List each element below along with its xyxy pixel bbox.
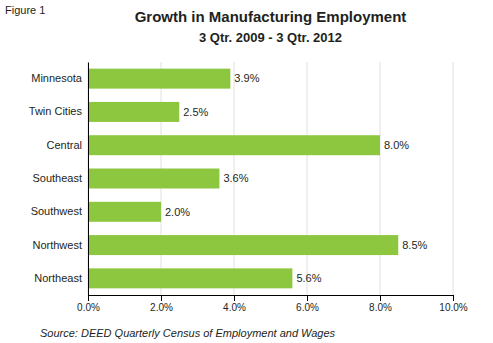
x-axis: 0.0% 2.0% 4.0% 6.0% 8.0% 10.0% <box>77 295 468 313</box>
y-tick-label: Southeast <box>32 172 82 184</box>
bar <box>88 202 161 222</box>
x-tick: 8.0% <box>369 295 392 313</box>
y-tick: Northwest <box>32 239 82 251</box>
y-tick: Southwest <box>31 205 82 217</box>
grid-line <box>88 62 89 295</box>
y-tick: Minnesota <box>31 72 83 84</box>
bar <box>88 235 398 255</box>
y-tick-label: Central <box>47 139 82 151</box>
y-tick-label: Northwest <box>32 239 82 251</box>
x-axis-line <box>89 296 454 302</box>
data-label: 5.6% <box>296 272 321 284</box>
bar <box>88 268 292 288</box>
bars <box>88 69 398 289</box>
data-label: 8.0% <box>384 139 409 151</box>
annotation: Source: DEED Quarterly Census of Employm… <box>40 327 336 339</box>
x-tick: 2.0% <box>150 295 173 313</box>
y-tick: Northeast <box>34 272 82 284</box>
x-tick-mark <box>234 295 235 301</box>
y-axis: Minnesota Twin Cities Central Southeast Sout… <box>29 63 89 296</box>
data-label: 2.5% <box>183 106 208 118</box>
x-tick-label: 2.0% <box>150 302 173 313</box>
x-tick-mark <box>161 295 162 301</box>
data-label: 2.0% <box>165 206 190 218</box>
x-tick: 6.0% <box>296 295 319 313</box>
x-tick-label: 8.0% <box>369 302 392 313</box>
y-axis-line <box>88 63 89 296</box>
y-tick: Twin Cities <box>29 105 83 117</box>
x-tick-label: 10.0% <box>439 302 467 313</box>
subtitle: 3 Qtr. 2009 - 3 Qtr. 2012 <box>199 30 342 45</box>
y-tick-label: Twin Cities <box>29 105 83 117</box>
data-label: 3.9% <box>234 72 259 84</box>
x-tick: 0.0% <box>77 295 100 313</box>
y-tick-label: Southwest <box>31 205 82 217</box>
y-tick-label: Minnesota <box>31 72 83 84</box>
x-tick: 10.0% <box>439 295 467 313</box>
bar <box>88 169 219 189</box>
data-labels: 3.9% 2.5% 8.0% 3.6% 2.0% 8.5% 5.6% <box>165 72 428 284</box>
x-tick-mark <box>88 295 89 301</box>
y-tick: Central <box>47 139 82 151</box>
plot-area: 3.9% 2.5% 8.0% 3.6% 2.0% 8.5% 5.6% 0.0% 2.0% 4.0%… <box>29 62 468 313</box>
x-tick-label: 4.0% <box>223 302 246 313</box>
grid-line <box>453 62 454 295</box>
x-tick-mark <box>307 295 308 301</box>
x-tick-label: 6.0% <box>296 302 319 313</box>
data-label: 3.6% <box>223 172 248 184</box>
y-tick: Southeast <box>32 172 82 184</box>
grid <box>88 62 453 295</box>
data-label: 8.5% <box>402 239 427 251</box>
x-tick-mark <box>380 295 381 301</box>
chart: 3.9% 2.5% 8.0% 3.6% 2.0% 8.5% 5.6% 0.0% 2.0% 4.0%… <box>0 0 493 343</box>
x-tick-label: 0.0% <box>77 302 100 313</box>
x-tick: 4.0% <box>223 295 246 313</box>
grid-line <box>380 62 381 295</box>
title: Growth in Manufacturing Employment <box>135 8 407 25</box>
bar <box>88 102 179 122</box>
y-tick-label: Northeast <box>34 272 82 284</box>
annotation: Figure 1 <box>5 4 45 16</box>
bar <box>88 135 380 155</box>
x-tick-mark <box>453 295 454 301</box>
bar <box>88 69 230 89</box>
grid-line <box>307 62 308 295</box>
